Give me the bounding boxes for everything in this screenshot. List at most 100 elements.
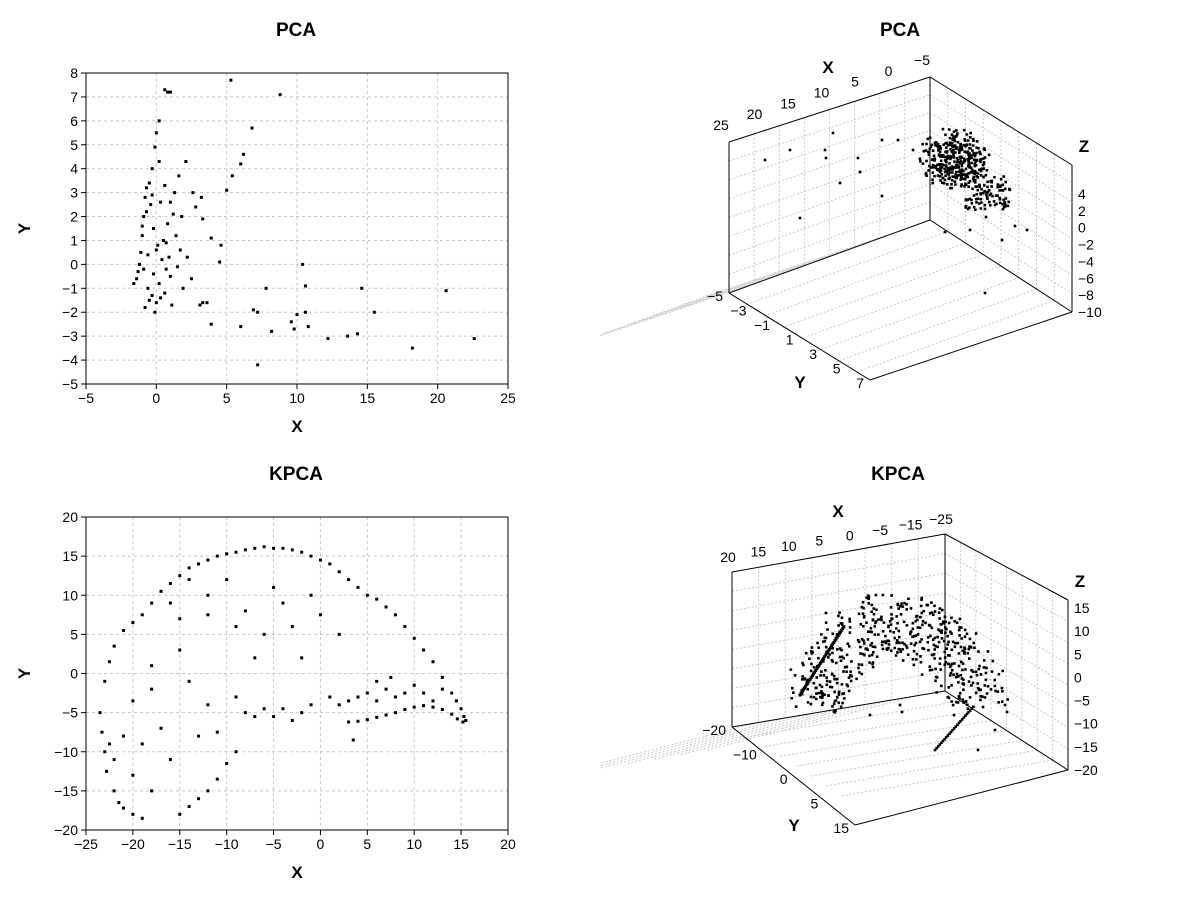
kpca3d-point — [803, 677, 807, 680]
kpca3d-grid — [944, 670, 1069, 750]
kpca3d-point — [974, 691, 978, 695]
kpca3d-point — [847, 676, 851, 680]
pca3d-point — [963, 139, 967, 142]
kpca3d-point — [969, 645, 972, 649]
pca3d-grid — [602, 265, 805, 335]
kpca3d-point — [896, 603, 900, 607]
kpca3d-point — [921, 620, 925, 623]
kpca2d-tick-label-y: 15 — [62, 548, 78, 564]
kpca3d-grid — [944, 651, 1069, 728]
pca3d-point — [941, 127, 945, 131]
kpca2d-point — [150, 789, 154, 793]
pca3d-point — [968, 165, 971, 168]
pca2d-point — [152, 227, 156, 230]
kpca3d-point — [820, 696, 824, 700]
pca3d-point — [968, 206, 971, 209]
kpca3d-point — [959, 626, 963, 629]
kpca3d-point — [848, 631, 852, 634]
kpca3d-point — [838, 611, 841, 614]
pca3d-grid — [929, 148, 1073, 239]
kpca3d-point — [826, 649, 830, 653]
kpca3d-point — [809, 669, 813, 673]
pca3d-point — [952, 153, 955, 156]
pca3d-point — [1006, 204, 1010, 208]
pca3d-point — [980, 187, 983, 191]
kpca3d-point — [986, 684, 990, 688]
pca3d-edge — [929, 76, 1073, 166]
pca3d-point — [972, 153, 975, 157]
kpca3d-point — [867, 602, 871, 605]
pca3d-point — [911, 148, 915, 152]
pca3d-grid — [652, 246, 855, 316]
pca2d-point — [239, 325, 243, 329]
pca3d-point — [951, 151, 955, 155]
pca3d-point — [973, 154, 977, 158]
pca3d-point — [973, 162, 976, 166]
kpca2d-point — [262, 707, 266, 711]
pca3d-point — [967, 153, 970, 156]
pca3d-point — [955, 163, 958, 167]
kpca2d-point — [450, 691, 454, 695]
kpca2d-point — [98, 711, 102, 715]
pca3d-point — [979, 192, 982, 195]
pca3d-point — [979, 152, 982, 156]
pca3d-point — [976, 188, 980, 192]
pca3d-point — [971, 187, 974, 191]
pca3d-point — [838, 181, 842, 185]
kpca3d-point — [958, 617, 962, 621]
kpca3d-point — [825, 651, 829, 655]
pca3d-point — [925, 174, 928, 178]
kpca3d-point — [972, 705, 975, 709]
kpca3d-point — [804, 684, 808, 688]
pca3d-point — [950, 150, 953, 153]
pca3d-point — [931, 163, 935, 167]
kpca3d-point — [911, 635, 914, 639]
kpca3d-point — [934, 644, 938, 648]
pca3d-point — [958, 146, 962, 149]
pca3d-tick-label-x: 0 — [885, 63, 893, 79]
pca3d-point — [919, 160, 922, 163]
kpca3d-point — [933, 636, 937, 640]
pca3d-point — [939, 169, 943, 172]
pca2d-point — [289, 320, 293, 324]
pca3d-point — [974, 160, 977, 163]
kpca3d-tick-label-z: −10 — [1074, 716, 1098, 732]
pca2d-point — [264, 286, 268, 290]
kpca3d-tick-label-x: 5 — [815, 533, 823, 549]
kpca3d-point — [957, 681, 960, 684]
pca2d-point — [161, 238, 165, 242]
kpca2d-point — [140, 816, 144, 820]
kpca3d-point — [895, 641, 898, 645]
kpca2d-point — [375, 597, 379, 601]
kpca3d-point — [840, 683, 844, 686]
kpca3d-point — [820, 685, 824, 689]
pca3d-point — [952, 156, 956, 159]
pca3d-point — [933, 141, 937, 145]
pca3d-point — [974, 171, 978, 175]
kpca2d-point — [365, 691, 369, 695]
pca2d-point — [190, 277, 193, 281]
pca3d-point — [969, 136, 972, 139]
pca3d-point — [931, 149, 935, 153]
kpca2d-point — [272, 715, 276, 719]
kpca3d-point — [950, 684, 953, 687]
kpca3d-point — [808, 657, 811, 661]
pca2d-point — [346, 334, 350, 338]
pca3d-point — [964, 198, 968, 201]
pca3d-tick-label-z: −4 — [1078, 253, 1094, 269]
kpca3d-point — [966, 651, 970, 655]
pca2d-point — [168, 90, 172, 94]
kpca3d-point — [804, 651, 808, 655]
kpca3d-point — [940, 631, 943, 635]
pca3d-point — [943, 178, 947, 182]
kpca3d-point — [948, 654, 951, 657]
kpca3d-point — [997, 701, 1000, 704]
kpca3d-point — [949, 630, 952, 634]
kpca3d-point — [928, 668, 932, 672]
pca2d-point — [153, 310, 157, 314]
pca3d-point — [964, 144, 967, 148]
kpca3d-point — [861, 612, 865, 615]
kpca3d-point — [982, 659, 986, 662]
kpca3d-point — [890, 617, 894, 620]
pca3d-point — [935, 141, 938, 144]
